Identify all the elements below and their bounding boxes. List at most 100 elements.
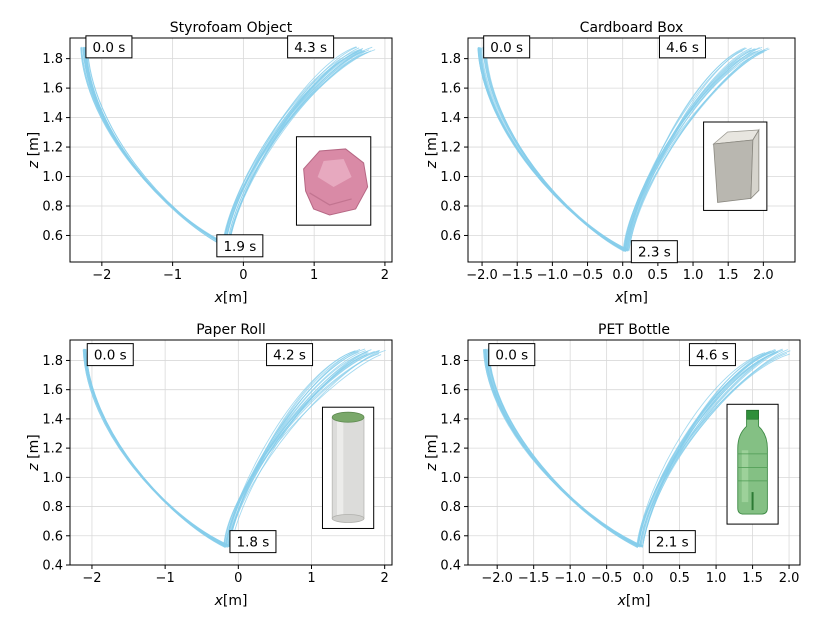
time-annotation: 1.9 s bbox=[223, 239, 256, 255]
y-tick-label: 0.6 bbox=[42, 529, 63, 544]
time-annotation-box bbox=[229, 530, 277, 554]
styrofoam-highlight bbox=[317, 158, 352, 187]
time-annotation: 1.8 s bbox=[237, 535, 270, 551]
time-annotation-box bbox=[483, 35, 531, 59]
y-tick-label: 0.8 bbox=[440, 500, 461, 515]
chart-panel-3: −2 −1 0 1 2 0.4 0.6 0.8 1.0 1.2 1.4 1.6 1.8 Paper Rol… bbox=[26, 322, 393, 609]
y-tick-label: 1.4 bbox=[440, 111, 461, 126]
y-axis-symbol: z bbox=[26, 160, 42, 169]
time-annotation-box bbox=[86, 343, 134, 367]
x-tick-label: 1.5 bbox=[742, 571, 763, 586]
time-annotation: 0.0 s bbox=[490, 40, 523, 56]
x-tick-label: 2 bbox=[381, 571, 389, 586]
y-axis-unit: [m] bbox=[26, 434, 42, 463]
time-annotation-box bbox=[630, 240, 678, 264]
y-tick-label: 0.6 bbox=[440, 529, 461, 544]
x-tick-label: 2.0 bbox=[753, 268, 774, 283]
y-tick-label: 1.4 bbox=[42, 111, 63, 126]
x-tick-label: 0 bbox=[234, 571, 242, 586]
y-tick-label: 0.8 bbox=[440, 200, 461, 215]
time-annotation-box bbox=[648, 530, 696, 554]
y-tick-label: 1.2 bbox=[42, 442, 63, 457]
y-tick-label: 0.6 bbox=[42, 229, 63, 244]
x-tick-label: 1 bbox=[310, 268, 318, 283]
inset-photo-cardboard-box bbox=[703, 121, 768, 211]
y-tick-label: 1.2 bbox=[42, 141, 63, 156]
y-tick-label: 1.6 bbox=[42, 82, 63, 97]
x-tick-label: −0.5 bbox=[572, 268, 604, 283]
x-axis-unit: [m] bbox=[626, 593, 651, 609]
axes-frame bbox=[467, 339, 801, 566]
x-tick-label: 1.0 bbox=[706, 571, 727, 586]
y-tick-label: 1.0 bbox=[440, 471, 461, 486]
y-tick-label: 1.2 bbox=[440, 442, 461, 457]
x-axis-unit: [m] bbox=[223, 593, 248, 609]
y-tick-label: 1.2 bbox=[440, 141, 461, 156]
x-axis-label: x[m] bbox=[214, 593, 248, 609]
time-annotation: 4.6 s bbox=[666, 40, 699, 56]
chart-panel-4: −2.0 −1.5 −1.0 −0.5 0.0 0.5 1.0 1.5 2.0 0.4 0.6 0.8… bbox=[424, 322, 801, 609]
y-tick-label: 0.8 bbox=[42, 500, 63, 515]
time-annotation: 4.3 s bbox=[294, 40, 327, 56]
time-annotation-box bbox=[658, 35, 706, 59]
time-annotation-box bbox=[85, 35, 133, 59]
x-axis-symbol: x bbox=[617, 593, 627, 609]
x-tick-label: 1 bbox=[307, 571, 315, 586]
x-axis-symbol: x bbox=[614, 290, 624, 306]
x-axis-label: x[m] bbox=[214, 290, 248, 306]
time-annotation: 4.6 s bbox=[696, 348, 729, 364]
x-tick-label: −2 bbox=[82, 571, 101, 586]
chart-title: Styrofoam Object bbox=[170, 20, 293, 36]
trajectory-line bbox=[83, 348, 372, 547]
trajectory-line bbox=[488, 349, 791, 547]
y-tick-label: 1.4 bbox=[42, 412, 63, 427]
y-axis-unit: [m] bbox=[26, 132, 42, 161]
x-tick-label: 0.0 bbox=[612, 268, 633, 283]
time-annotation: 0.0 s bbox=[93, 40, 126, 56]
y-axis-label: z [m] bbox=[424, 132, 440, 169]
time-annotation-box bbox=[688, 343, 736, 367]
x-axis-symbol: x bbox=[214, 290, 224, 306]
x-axis-unit: [m] bbox=[623, 290, 648, 306]
chart-title: Paper Roll bbox=[196, 322, 266, 338]
y-tick-label: 1.6 bbox=[42, 383, 63, 398]
y-axis-symbol: z bbox=[26, 463, 42, 472]
x-tick-label: 0.5 bbox=[669, 571, 690, 586]
x-tick-label: −2.0 bbox=[466, 268, 498, 283]
x-tick-label: 0.0 bbox=[633, 571, 654, 586]
y-tick-label: 0.4 bbox=[42, 559, 63, 574]
x-tick-label: −1.5 bbox=[518, 571, 550, 586]
y-tick-label: 1.0 bbox=[42, 471, 63, 486]
y-axis-symbol: z bbox=[424, 463, 440, 472]
chart-panel-1: −2 −1 0 1 2 0.6 0.8 1.0 1.2 1.4 1.6 1.8 Styrofoam Ob… bbox=[26, 20, 393, 306]
chart-panel-2: −2.0 −1.5 −1.0 −0.5 0.0 0.5 1.0 1.5 2.0 0.6 0.8 1.0… bbox=[424, 20, 796, 306]
x-tick-label: −1.5 bbox=[501, 268, 533, 283]
x-tick-label: 2.0 bbox=[779, 571, 800, 586]
roll-highlight bbox=[336, 417, 344, 519]
bottle-cap bbox=[746, 409, 759, 420]
time-annotation-box bbox=[216, 234, 264, 258]
trajectory-line bbox=[483, 47, 747, 252]
y-tick-label: 0.8 bbox=[42, 200, 63, 215]
trajectory-group bbox=[477, 46, 770, 253]
x-tick-label: −0.5 bbox=[591, 571, 623, 586]
axes-frame bbox=[69, 37, 393, 263]
box-front bbox=[713, 139, 754, 203]
chart-title: PET Bottle bbox=[598, 322, 670, 338]
y-tick-label: 1.6 bbox=[440, 383, 461, 398]
y-tick-label: 0.4 bbox=[440, 559, 461, 574]
y-tick-label: 1.8 bbox=[440, 354, 461, 369]
x-tick-label: −2.0 bbox=[481, 571, 513, 586]
chart-title: Cardboard Box bbox=[580, 20, 684, 36]
x-tick-label: −1.0 bbox=[554, 571, 586, 586]
y-axis-label: z [m] bbox=[26, 132, 42, 169]
x-tick-label: −1 bbox=[163, 268, 182, 283]
y-axis-unit: [m] bbox=[424, 132, 440, 161]
x-tick-label: 0.5 bbox=[648, 268, 669, 283]
y-tick-label: 1.4 bbox=[440, 412, 461, 427]
x-tick-label: −2 bbox=[92, 268, 111, 283]
time-annotation: 2.3 s bbox=[638, 245, 671, 261]
y-tick-label: 1.6 bbox=[440, 82, 461, 97]
x-axis-label: x[m] bbox=[617, 593, 651, 609]
